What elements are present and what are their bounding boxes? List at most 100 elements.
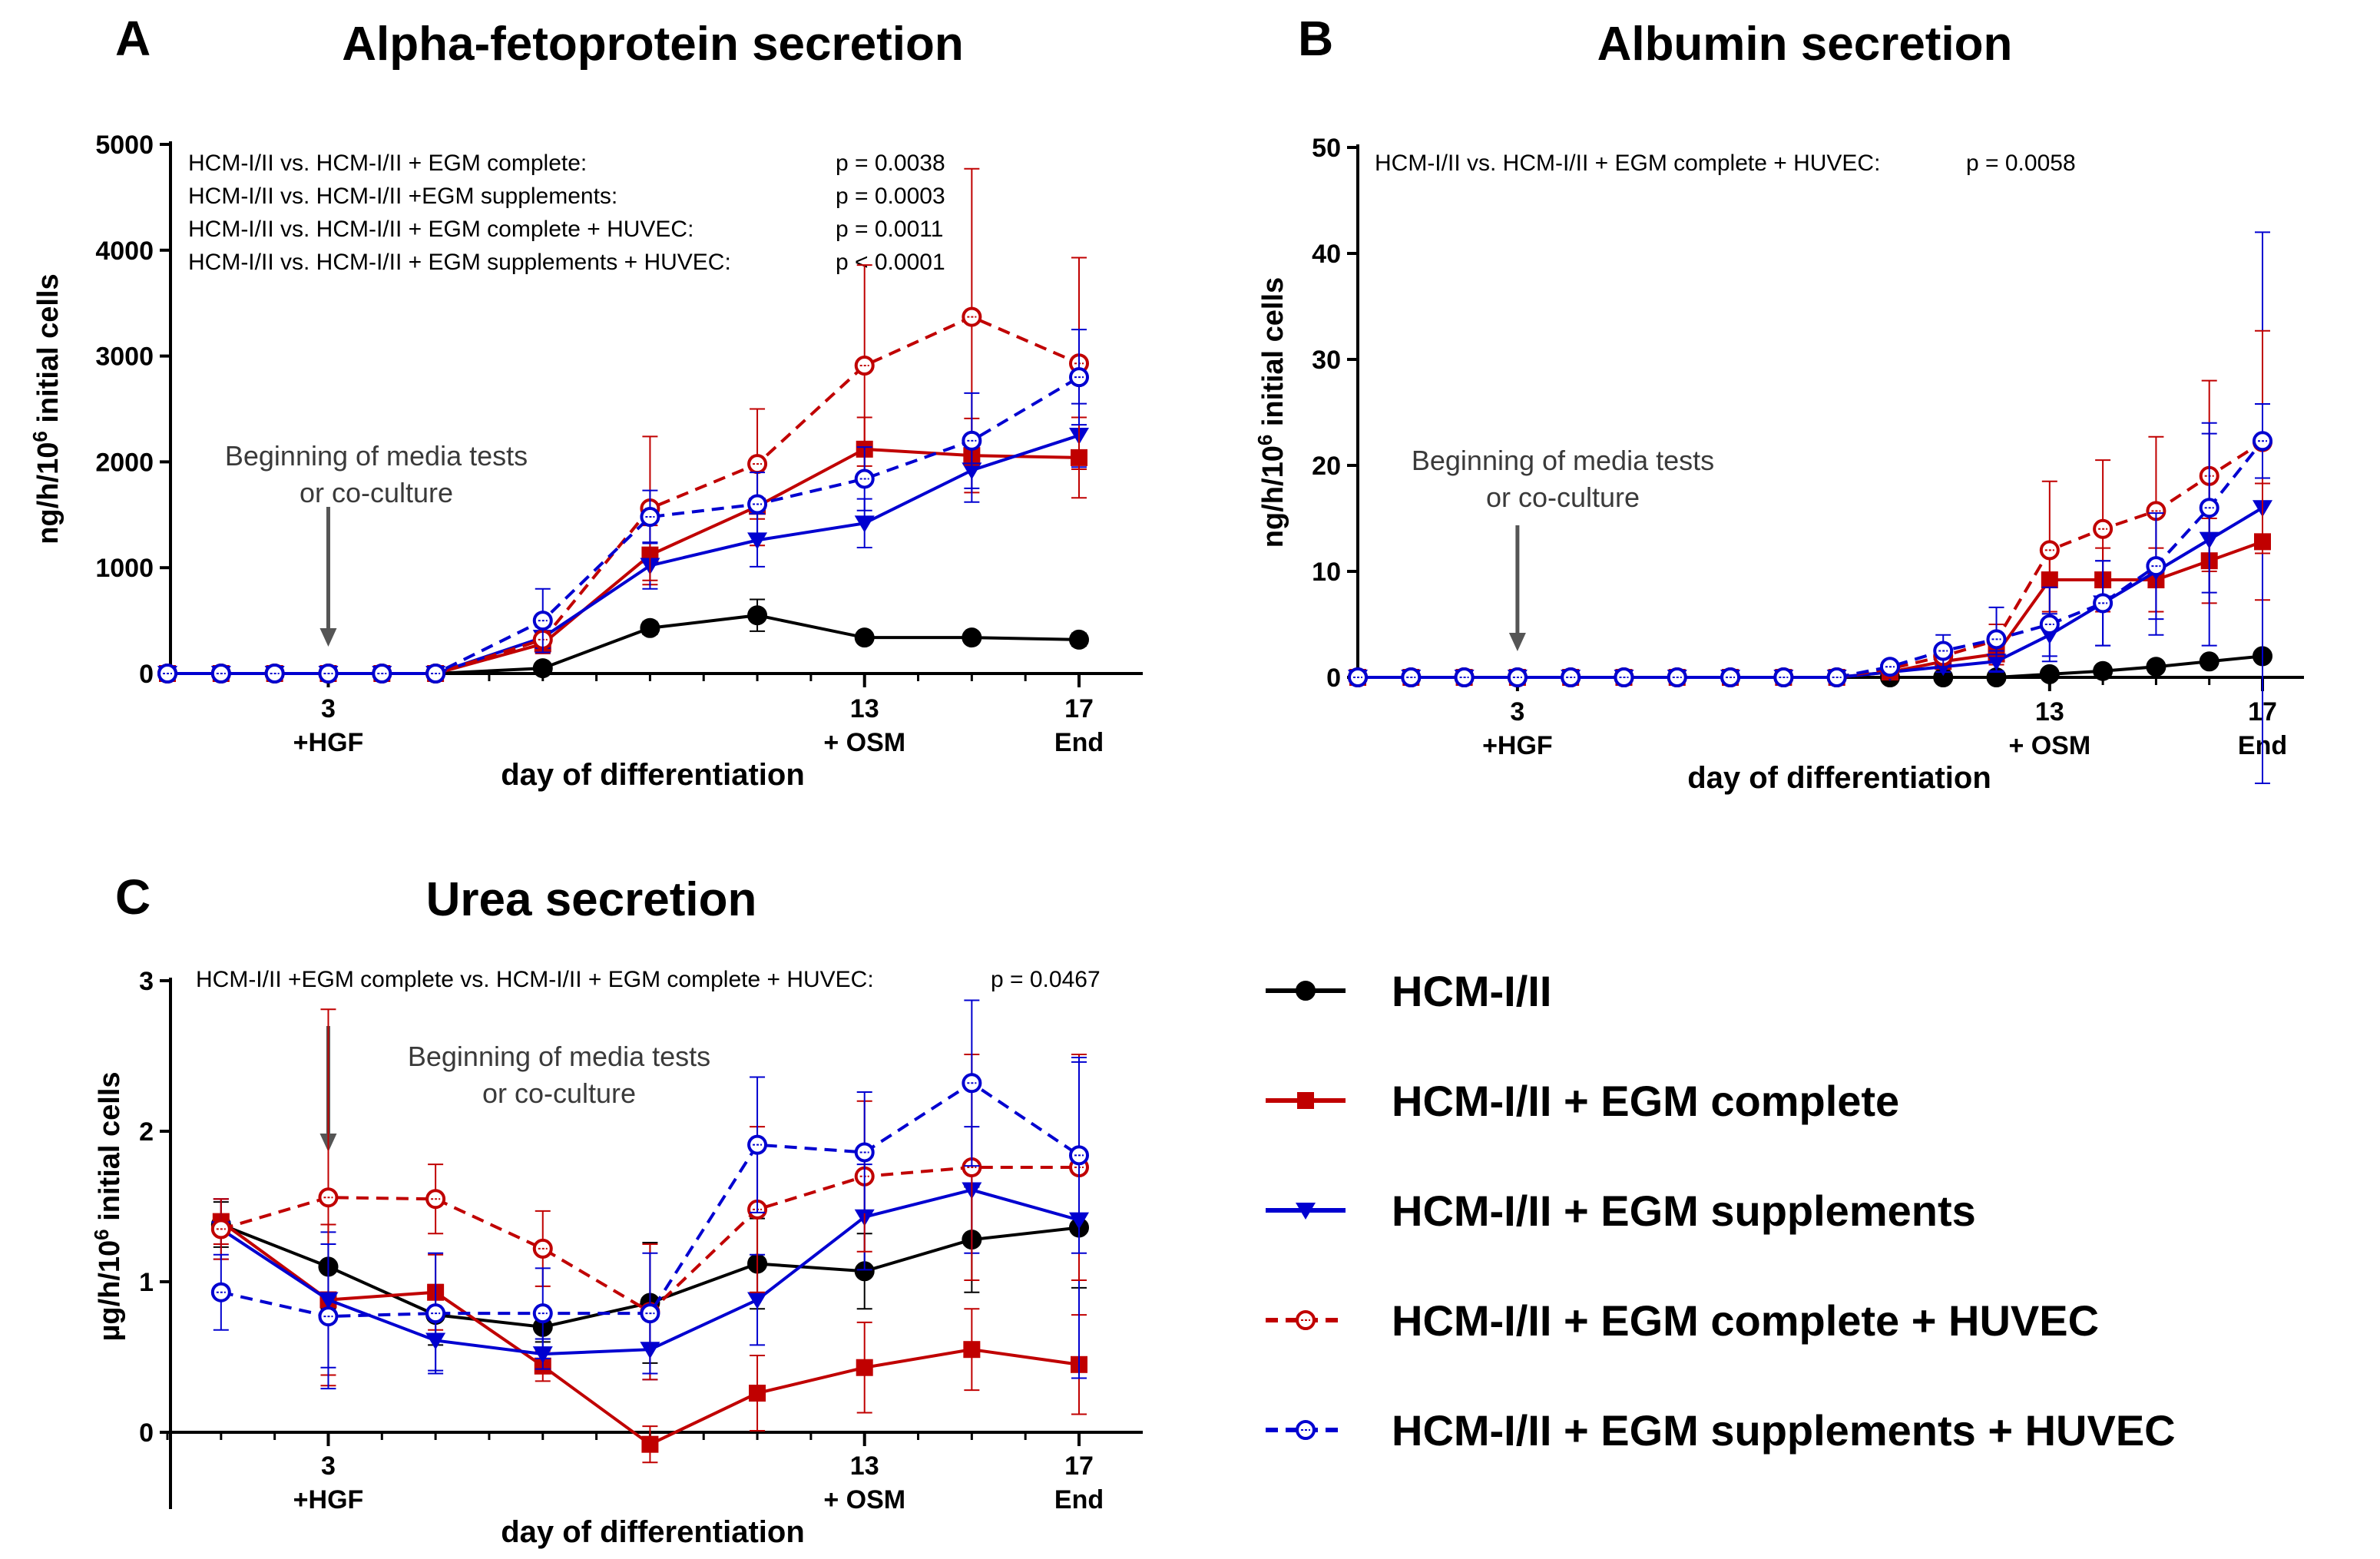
series-4: [157, 329, 1089, 684]
y-tick-label: 50: [1312, 134, 1341, 163]
stat-p-value: p < 0.0001: [836, 250, 945, 275]
y-tick-label: 4000: [95, 237, 154, 266]
y-tick-label: 0: [139, 660, 154, 689]
data-point: [641, 1435, 659, 1453]
annotation-text: or co-culture: [1486, 482, 1640, 513]
legend-label: HCM-I/II + EGM supplements: [1392, 1187, 1976, 1235]
stat-comparison: HCM-I/II vs. HCM-I/II + EGM complete:: [188, 151, 587, 176]
x-tick-sublabel: +HGF: [293, 1485, 364, 1514]
x-tick-label: 3: [321, 1451, 336, 1481]
x-tick-label: 3: [1510, 697, 1524, 727]
x-tick-sublabel: End: [1054, 728, 1104, 757]
y-tick-label: 1: [139, 1268, 154, 1297]
annotation-text: Beginning of media tests: [408, 1041, 710, 1072]
data-point: [1069, 629, 1089, 650]
y-tick-label: 30: [1312, 346, 1341, 375]
series-line: [1358, 440, 2264, 679]
stat-p-value: p = 0.0011: [836, 217, 943, 242]
series-line: [1358, 506, 2264, 679]
data-point: [963, 1341, 981, 1359]
y-axis-label: µg/h/106 initial cells: [90, 1071, 126, 1341]
stat-p-value: p = 0.0467: [991, 967, 1101, 992]
x-tick-label: 13: [2035, 697, 2064, 727]
stat-comparison: HCM-I/II +EGM complete vs. HCM-I/II + EG…: [196, 967, 874, 992]
stat-comparison: HCM-I/II vs. HCM-I/II + EGM supplements …: [188, 250, 731, 275]
stat-comparison: HCM-I/II vs. HCM-I/II + EGM complete + H…: [1375, 151, 1880, 176]
annotation-text: Beginning of media tests: [225, 440, 528, 472]
panel-title: Alpha-fetoprotein secretion: [342, 18, 964, 71]
stat-p-value: p = 0.0058: [1966, 151, 2076, 176]
y-tick-label: 5000: [95, 131, 154, 160]
series-line: [167, 376, 1081, 675]
x-axis-label: day of differentiation: [501, 758, 805, 792]
arrow-head: [319, 628, 337, 647]
x-tick-label: 17: [1064, 1451, 1094, 1481]
legend-label: HCM-I/II + EGM complete: [1392, 1077, 1899, 1125]
data-point: [2199, 651, 2219, 672]
panel-title: Urea secretion: [426, 873, 757, 926]
stat-comparison: HCM-I/II vs. HCM-I/II + EGM complete + H…: [188, 217, 693, 242]
data-point: [749, 1385, 766, 1402]
x-tick-sublabel: +HGF: [1482, 731, 1553, 760]
data-point: [532, 658, 553, 679]
panel-letter: B: [1298, 11, 1333, 66]
series-4: [1348, 402, 2272, 687]
x-tick-sublabel: + OSM: [823, 1485, 905, 1514]
stat-p-value: p = 0.0003: [836, 184, 945, 209]
x-tick-label: 13: [850, 1451, 879, 1481]
legend-marker: [1296, 981, 1316, 1001]
series-line: [1358, 540, 2263, 679]
y-axis-label: ng/h/106 initial cells: [1253, 277, 1289, 548]
data-point: [854, 515, 875, 533]
x-tick-label: 13: [850, 694, 879, 723]
legend-label: HCM-I/II: [1392, 967, 1551, 1015]
legend-marker: [1296, 1203, 1316, 1220]
y-tick-label: 0: [1326, 664, 1341, 693]
data-point: [856, 1359, 873, 1376]
data-point: [2146, 657, 2166, 677]
legend-marker: [1297, 1092, 1314, 1109]
series-line: [167, 315, 1080, 675]
y-tick-label: 2: [139, 1117, 154, 1147]
series-line: [167, 614, 1080, 675]
x-axis-label: day of differentiation: [1687, 761, 1991, 795]
annotation-text: or co-culture: [482, 1077, 636, 1109]
panel-title: Albumin secretion: [1597, 18, 2013, 71]
data-point: [854, 627, 875, 648]
panel-b-albumin-chart: B Albumin secretion 0 10 20 30 40 50 3 +HGF 13 + OS…: [1253, 11, 2304, 795]
x-tick-sublabel: + OSM: [2008, 731, 2090, 760]
arrow-head: [1508, 633, 1526, 651]
y-tick-label: 0: [139, 1418, 154, 1448]
x-tick-sublabel: End: [1054, 1485, 1104, 1514]
x-tick-sublabel: +HGF: [293, 728, 364, 757]
series-line: [1358, 654, 2263, 679]
y-tick-label: 3: [139, 967, 154, 996]
y-tick-label: 1000: [95, 554, 154, 583]
series-0: [157, 598, 1089, 684]
y-tick-label: 3000: [95, 343, 154, 372]
x-tick-label: 3: [321, 694, 336, 723]
panel-c-urea-chart: C Urea secretion 0 1 2 3 3 +HGF 13 + OSM 17 End day …: [90, 869, 1143, 1549]
data-point: [2093, 660, 2114, 681]
data-point: [640, 617, 660, 638]
y-axis-label: ng/h/106 initial cells: [28, 273, 65, 544]
x-tick-sublabel: + OSM: [823, 728, 905, 757]
x-tick-label: 17: [1064, 694, 1094, 723]
stat-p-value: p = 0.0038: [836, 151, 945, 176]
data-point: [2039, 664, 2060, 684]
series-line: [220, 1081, 1081, 1319]
series-line: [1358, 440, 2264, 679]
panel-letter: C: [115, 869, 151, 925]
series-4: [210, 999, 1089, 1390]
data-point: [747, 1292, 768, 1309]
panel-letter: A: [115, 11, 151, 66]
series-0: [1348, 646, 2272, 687]
legend-label: HCM-I/II + EGM complete + HUVEC: [1392, 1296, 2099, 1345]
y-tick-label: 10: [1312, 558, 1341, 587]
series-3: [157, 167, 1089, 684]
x-axis-label: day of differentiation: [501, 1515, 805, 1549]
data-point: [747, 532, 768, 550]
y-tick-label: 40: [1312, 240, 1341, 269]
data-point: [747, 605, 768, 626]
